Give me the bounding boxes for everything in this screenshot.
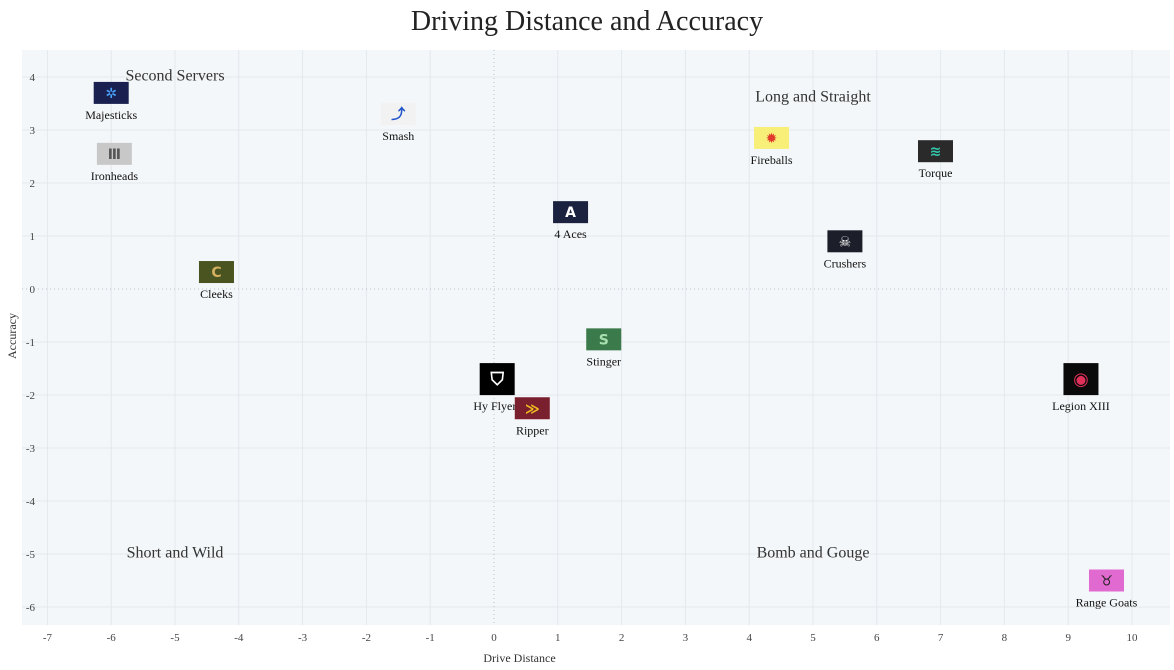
team-logo-glyph: ≋: [930, 144, 942, 160]
torque-logo-icon: [917, 140, 953, 163]
x-tick-label: -5: [170, 632, 180, 644]
team-label: Crushers: [824, 256, 867, 270]
team-label: Torque: [919, 166, 953, 180]
team-marker-stinger: S Stinger: [586, 328, 622, 368]
team-logo-glyph: ⤴: [391, 106, 406, 123]
team-label: Smash: [382, 129, 414, 143]
hy-flyers-logo-icon: [479, 363, 515, 396]
ripper-logo-icon: [514, 397, 550, 420]
team-logo-glyph: ♉: [1100, 574, 1113, 590]
team-logo-glyph: ✹: [766, 131, 778, 147]
x-tick-label: 10: [1127, 632, 1139, 644]
x-tick-label: 1: [555, 632, 561, 644]
fireball-icon: [754, 126, 790, 149]
team-marker-range-goats: ♉ Range Goats: [1076, 569, 1138, 610]
y-tick-label: 2: [30, 178, 36, 190]
y-tick-label: 4: [30, 72, 36, 84]
x-tick-label: 4: [746, 632, 752, 644]
team-label: Hy Flyers: [473, 399, 521, 413]
team-marker-majesticks: ✲ Majesticks: [85, 81, 138, 122]
team-logo-glyph: ☠: [839, 234, 852, 250]
x-tick-label: 6: [874, 632, 880, 644]
team-marker-ripper: ≫ Ripper: [514, 397, 550, 437]
x-tick-label: 2: [619, 632, 625, 644]
compass-star-icon: [93, 81, 129, 104]
team-logo-glyph: ✲: [105, 86, 117, 102]
team-marker-ironheads: Ⅲ Ironheads: [91, 142, 139, 183]
x-axis-label: Drive Distance: [483, 651, 555, 665]
team-marker-cleeks: C Cleeks: [198, 261, 234, 301]
team-label: Range Goats: [1076, 596, 1138, 610]
x-tick-label: -4: [234, 632, 244, 644]
team-logo-glyph: C: [211, 265, 221, 281]
team-label: Fireballs: [751, 153, 793, 167]
team-logo-glyph: ⛉: [489, 369, 504, 390]
smash-logo-icon: [380, 103, 416, 126]
y-tick-label: -4: [26, 496, 36, 508]
quadrant-label: Bomb and Gouge: [757, 544, 870, 561]
y-axis-label: Accuracy: [5, 313, 19, 359]
ironheads-logo-icon: [96, 142, 132, 165]
x-tick-label: 5: [810, 632, 816, 644]
stinger-logo-icon: [586, 328, 622, 351]
cleeks-logo-icon: [198, 261, 234, 284]
quadrant-label: Second Servers: [125, 67, 224, 84]
y-tick-label: 3: [30, 125, 36, 137]
quadrant-label: Short and Wild: [127, 544, 224, 561]
quadrant-label: Long and Straight: [755, 89, 871, 106]
x-tick-label: 8: [1002, 632, 1008, 644]
team-logo-glyph: S: [599, 332, 609, 348]
team-marker-torque: ≋ Torque: [917, 140, 953, 180]
team-label: Cleeks: [200, 287, 233, 301]
x-tick-label: -7: [43, 632, 53, 644]
team-marker-hy-flyers: ⛉ Hy Flyers: [473, 363, 521, 413]
x-tick-label: 0: [491, 632, 497, 644]
x-tick-label: 7: [938, 632, 944, 644]
team-label: Ripper: [516, 423, 549, 437]
x-tick-label: 3: [683, 632, 689, 644]
y-tick-label: 1: [30, 231, 36, 243]
team-label: 4 Aces: [554, 227, 587, 241]
team-logo-glyph: ◉: [1073, 369, 1089, 390]
x-tick-label: 9: [1065, 632, 1071, 644]
panther-icon: [1063, 363, 1099, 396]
team-marker-smash: ⤴ Smash: [380, 103, 416, 143]
team-marker-4-aces: A 4 Aces: [553, 201, 589, 241]
y-tick-label: -3: [26, 443, 36, 455]
team-label: Stinger: [586, 354, 621, 368]
x-tick-label: -1: [426, 632, 435, 644]
y-tick-label: 0: [30, 284, 36, 296]
y-tick-label: -5: [26, 549, 36, 561]
team-logo-glyph: ≫: [525, 401, 540, 417]
team-label: Ironheads: [91, 169, 139, 183]
x-tick-label: -3: [298, 632, 308, 644]
y-tick-label: -6: [26, 602, 36, 614]
team-logo-glyph: Ⅲ: [108, 147, 121, 163]
team-logo-glyph: A: [565, 205, 576, 221]
chart-title: Driving Distance and Accuracy: [410, 6, 764, 37]
aces-logo-icon: [553, 201, 589, 224]
team-label: Majesticks: [85, 108, 137, 122]
skull-icon: [827, 230, 863, 253]
team-marker-fireballs: ✹ Fireballs: [751, 126, 793, 167]
team-marker-legion-xiii: ◉ Legion XIII: [1052, 363, 1110, 413]
team-marker-crushers: ☠ Crushers: [824, 230, 867, 270]
x-tick-label: -6: [107, 632, 117, 644]
x-tick-label: -2: [362, 632, 371, 644]
team-label: Legion XIII: [1052, 399, 1110, 413]
y-tick-label: -1: [26, 337, 35, 349]
y-tick-label: -2: [26, 390, 35, 402]
goat-icon: [1088, 569, 1124, 592]
